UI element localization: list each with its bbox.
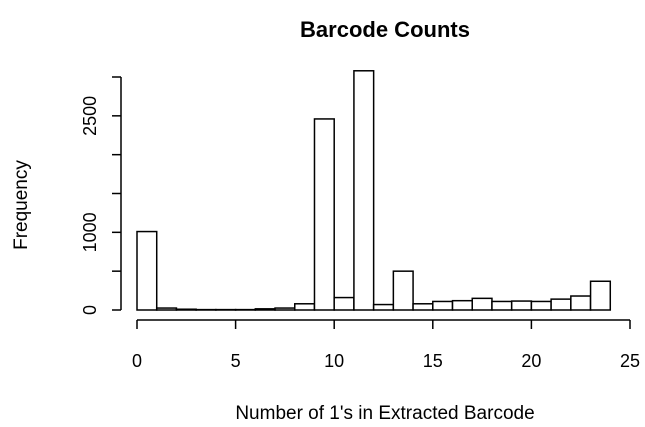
histogram-bar [274, 307, 296, 311]
histogram-bar [530, 300, 552, 311]
histogram-bar [313, 118, 335, 311]
histogram-bar [471, 297, 493, 311]
histogram-bar [136, 230, 158, 311]
y-tick-label: 2500 [80, 96, 100, 136]
y-tick-label: 1000 [80, 212, 100, 252]
histogram-bar [589, 280, 612, 311]
y-axis: 0 1000 2500 [80, 76, 122, 315]
x-tick-label: 15 [423, 351, 443, 371]
histogram-bar [372, 303, 395, 311]
histogram-bar [294, 303, 316, 311]
histogram-bar [254, 308, 276, 311]
histogram-bar [392, 270, 414, 311]
histogram-bar [550, 298, 572, 311]
histogram-bar [491, 300, 513, 311]
chart-title: Barcode Counts [300, 17, 470, 42]
x-tick-label: 0 [132, 351, 142, 371]
histogram-bar [353, 70, 375, 311]
histogram-bar [432, 300, 454, 311]
x-tick-label: 20 [521, 351, 541, 371]
histogram-bar [451, 299, 473, 311]
x-axis: 0 5 10 15 20 25 [132, 319, 640, 371]
y-tick-label: 0 [80, 305, 100, 315]
x-tick-label: 5 [231, 351, 241, 371]
y-axis-label: Frequency [11, 160, 32, 250]
x-tick-label: 10 [324, 351, 344, 371]
histogram-bar [510, 300, 533, 311]
bars-group [136, 70, 612, 311]
histogram-bar [412, 303, 434, 311]
histogram-bar [155, 307, 178, 311]
histogram-bar [333, 296, 355, 311]
x-tick-label: 25 [620, 351, 640, 371]
x-axis-label: Number of 1's in Extracted Barcode [235, 403, 534, 424]
histogram-bar [570, 295, 592, 311]
histogram-bar [175, 308, 197, 311]
